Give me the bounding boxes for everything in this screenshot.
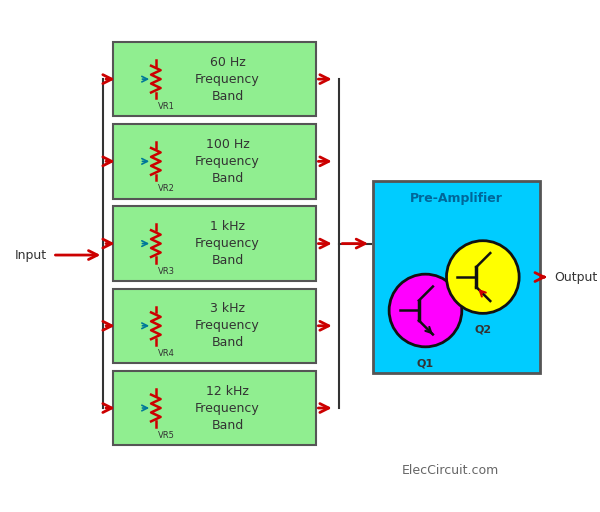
Text: 1 kHz
Frequency
Band: 1 kHz Frequency Band bbox=[195, 220, 260, 267]
Text: 3 kHz
Frequency
Band: 3 kHz Frequency Band bbox=[195, 302, 260, 349]
FancyBboxPatch shape bbox=[113, 124, 316, 199]
FancyBboxPatch shape bbox=[113, 42, 316, 116]
Text: 60 Hz
Frequency
Band: 60 Hz Frequency Band bbox=[195, 56, 260, 102]
FancyBboxPatch shape bbox=[113, 288, 316, 363]
FancyBboxPatch shape bbox=[113, 206, 316, 281]
Text: Q1: Q1 bbox=[417, 358, 434, 368]
Text: Q2: Q2 bbox=[474, 325, 491, 335]
FancyBboxPatch shape bbox=[373, 181, 540, 373]
Circle shape bbox=[389, 274, 462, 347]
Text: Output: Output bbox=[554, 270, 598, 284]
Text: VR2: VR2 bbox=[158, 184, 175, 194]
Circle shape bbox=[446, 241, 519, 313]
Text: Pre-Amplifier: Pre-Amplifier bbox=[410, 192, 502, 205]
Text: VR4: VR4 bbox=[158, 349, 175, 358]
Text: Input: Input bbox=[14, 248, 46, 262]
Text: 12 kHz
Frequency
Band: 12 kHz Frequency Band bbox=[195, 385, 260, 432]
Text: ElecCircuit.com: ElecCircuit.com bbox=[401, 464, 499, 477]
Text: VR3: VR3 bbox=[158, 267, 175, 275]
Text: VR5: VR5 bbox=[158, 431, 175, 440]
FancyBboxPatch shape bbox=[113, 371, 316, 445]
Text: 100 Hz
Frequency
Band: 100 Hz Frequency Band bbox=[195, 138, 260, 185]
Text: VR1: VR1 bbox=[158, 102, 175, 111]
